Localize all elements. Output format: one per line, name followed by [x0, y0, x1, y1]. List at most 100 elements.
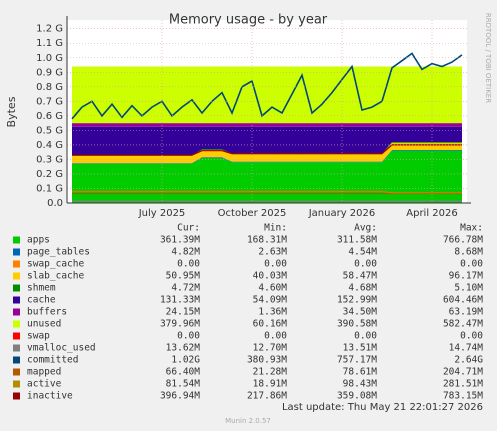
legend-swatch: [13, 260, 20, 268]
legend-header: Max:: [460, 223, 483, 234]
legend-label: swap: [27, 331, 50, 342]
legend-label: slab_cache: [27, 271, 84, 282]
legend-stat: 4.60M: [258, 283, 287, 294]
legend-stat: 24.15M: [166, 307, 201, 318]
legend-stat: 13.62M: [166, 343, 201, 354]
y-tick-label: 0.9 G: [36, 67, 63, 78]
legend-stat: 63.19M: [449, 307, 484, 318]
legend-stat: 204.71M: [443, 367, 483, 378]
area: [72, 150, 462, 203]
legend-stat: 168.31M: [247, 235, 287, 246]
y-tick-label: 0.6 G: [36, 111, 63, 122]
legend-stat: 2.63M: [258, 247, 287, 258]
legend-stat: 2.64G: [454, 355, 483, 366]
legend-header: Cur:: [177, 223, 200, 234]
legend-label: vmalloc_used: [27, 343, 96, 354]
legend-label: inactive: [27, 391, 73, 402]
legend-swatch: [13, 332, 20, 340]
legend-stat: 14.74M: [449, 343, 484, 354]
legend-swatch: [13, 320, 20, 328]
legend-label: buffers: [27, 307, 67, 318]
y-tick-label: 0.3 G: [36, 154, 63, 165]
legend-stat: 96.17M: [449, 271, 484, 282]
legend-label: swap_cache: [27, 259, 84, 270]
line: [71, 52, 463, 120]
area: [72, 126, 462, 156]
legend-stat: 766.78M: [443, 235, 483, 246]
legend-stat: 12.70M: [253, 343, 288, 354]
last-update: Last update: Thu May 21 22:01:27 2026: [282, 402, 483, 413]
legend-stat: 379.96M: [160, 319, 200, 330]
legend-swatch: [13, 368, 20, 376]
area: [72, 123, 462, 127]
legend-stat: 60.16M: [253, 319, 288, 330]
legend-stat: 4.82M: [171, 247, 200, 258]
legend-stat: 361.39M: [160, 235, 200, 246]
legend-stat: 359.08M: [337, 391, 377, 402]
legend-stat: 81.54M: [166, 379, 201, 390]
legend-stat: 783.15M: [443, 391, 483, 402]
legend-stat: 66.40M: [166, 367, 201, 378]
legend-swatch: [13, 296, 20, 304]
y-tick-label: 0.8 G: [36, 82, 63, 93]
chart-title: Memory usage - by year: [169, 13, 328, 28]
legend-stat: 0.00: [354, 331, 377, 342]
legend-stat: 58.47M: [343, 271, 378, 282]
legend-stat: 78.61M: [343, 367, 378, 378]
y-tick-label: 0.7 G: [36, 96, 63, 107]
legend-swatch: [13, 308, 20, 316]
x-tick-label: January 2026: [308, 208, 376, 219]
legend-stat: 311.58M: [337, 235, 377, 246]
legend-swatch: [13, 284, 20, 292]
legend-stat: 757.17M: [337, 355, 377, 366]
legend-stat: 4.68M: [348, 283, 377, 294]
legend-stat: 152.99M: [337, 295, 377, 306]
x-tick-label: April 2026: [406, 208, 457, 219]
y-tick-label: 1.1 G: [36, 38, 63, 49]
legend-stat: 98.43M: [343, 379, 378, 390]
legend-stat: 1.02G: [171, 355, 200, 366]
legend-label: active: [27, 379, 62, 390]
y-tick-label: 0.2 G: [36, 169, 63, 180]
legend-swatch: [13, 272, 20, 280]
legend-stat: 40.03M: [253, 271, 288, 282]
legend-label: page_tables: [27, 247, 90, 258]
area: [72, 142, 462, 164]
legend-header: Min:: [264, 223, 287, 234]
legend-swatch: [13, 248, 20, 256]
y-tick-label: 0.1 G: [36, 183, 63, 194]
y-tick-label: 0.0: [47, 198, 63, 209]
legend-stat: 34.50M: [343, 307, 378, 318]
legend-stat: 0.00: [460, 331, 483, 342]
legend-label: committed: [27, 355, 78, 366]
legend-stat: 50.95M: [166, 271, 201, 282]
legend-stat: 217.86M: [247, 391, 287, 402]
legend-stat: 390.58M: [337, 319, 377, 330]
area: [72, 66, 462, 124]
legend-swatch: [13, 392, 20, 400]
legend-stat: 604.46M: [443, 295, 483, 306]
legend-stat: 1.36M: [258, 307, 287, 318]
legend-stat: 0.00: [354, 259, 377, 270]
y-axis-label: Bytes: [5, 96, 18, 127]
legend-stat: 0.00: [460, 259, 483, 270]
legend-stat: 4.54M: [348, 247, 377, 258]
y-tick-label: 1.2 G: [36, 24, 63, 35]
legend-stat: 396.94M: [160, 391, 200, 402]
y-tick-label: 0.4 G: [36, 140, 63, 151]
legend-header: Avg:: [354, 223, 377, 234]
legend-swatch: [13, 344, 20, 352]
legend-stat: 131.33M: [160, 295, 200, 306]
legend-stat: 4.72M: [171, 283, 200, 294]
y-tick-label: 1.0 G: [36, 53, 63, 64]
legend-swatch: [13, 356, 20, 364]
line: [72, 190, 462, 194]
x-tick-label: October 2025: [218, 208, 287, 219]
legend-label: unused: [27, 319, 61, 330]
side-text: RRDTOOL / TOBI OETIKER: [484, 13, 492, 103]
legend-stat: 5.10M: [454, 283, 483, 294]
legend-label: mapped: [27, 367, 61, 378]
legend-stat: 0.00: [177, 259, 200, 270]
y-tick-label: 0.5 G: [36, 125, 63, 136]
